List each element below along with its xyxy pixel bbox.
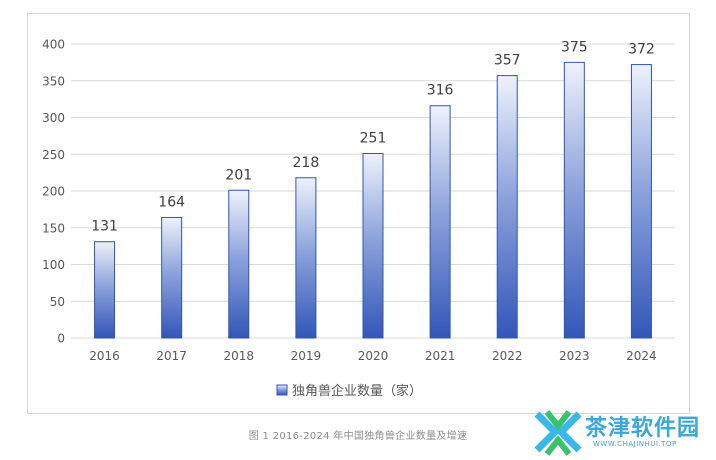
data-label-2020: 251: [360, 131, 387, 147]
y-tick-label-150: 150: [42, 221, 65, 235]
y-tick-label-200: 200: [42, 185, 65, 199]
legend-swatch: [276, 384, 288, 396]
watermark-url: WWW.CHAJINHUI.TOP: [593, 440, 677, 448]
data-labels: 131 164 201 218 251 316 357 375 372: [91, 39, 655, 234]
x-tick-label-2023: 2023: [559, 349, 590, 363]
bar-2024: [630, 64, 652, 339]
y-tick-label-400: 400: [42, 38, 65, 52]
figure-caption: 图 1 2016-2024 年中国独角兽企业数量及增速: [248, 431, 468, 442]
data-label-2016: 131: [91, 219, 118, 235]
y-tick-label-100: 100: [42, 258, 65, 272]
bar-2023: [563, 61, 585, 339]
y-axis-tick-labels: 0 50 100 150 200 250 300 350 400: [42, 38, 65, 346]
chart-frame: 0 50 100 150 200 250 300 350 400 131 164 201 218 251…: [27, 13, 690, 414]
bar-2017: [161, 216, 183, 339]
data-label-2024: 372: [628, 42, 655, 58]
bar-2022: [496, 75, 518, 339]
data-label-2019: 218: [293, 155, 320, 171]
y-tick-label-300: 300: [42, 111, 65, 125]
x-tick-label-2020: 2020: [358, 349, 389, 363]
data-label-2018: 201: [225, 167, 252, 183]
y-tick-label-250: 250: [42, 148, 65, 162]
data-label-2023: 375: [561, 39, 588, 55]
y-tick-label-50: 50: [50, 295, 65, 309]
x-tick-label-2019: 2019: [291, 349, 322, 363]
y-tick-label-350: 350: [42, 74, 65, 88]
legend: 独角兽企业数量（家）: [276, 383, 422, 399]
data-label-2021: 316: [427, 83, 454, 99]
data-label-2022: 357: [494, 53, 521, 69]
x-tick-label-2018: 2018: [224, 349, 255, 363]
x-tick-label-2022: 2022: [492, 349, 523, 363]
data-label-2017: 164: [158, 194, 185, 210]
bars: [94, 61, 652, 339]
watermark-logo-icon: [534, 410, 582, 456]
x-tick-label-2024: 2024: [626, 349, 657, 363]
x-tick-label-2021: 2021: [425, 349, 456, 363]
y-tick-label-0: 0: [57, 332, 65, 346]
bar-chart: 0 50 100 150 200 250 300 350 400 131 164 201 218 251…: [42, 38, 675, 399]
bar-2016: [94, 241, 116, 339]
watermark: 茶津软件园 WWW.CHAJINHUI.TOP: [533, 408, 713, 458]
bar-2021: [429, 105, 451, 339]
x-tick-label-2016: 2016: [89, 349, 120, 363]
legend-label: 独角兽企业数量（家）: [292, 383, 422, 399]
x-tick-label-2017: 2017: [156, 349, 187, 363]
x-axis-tick-labels: 2016 2017 2018 2019 2020 2021 2022 2023 2024: [89, 349, 656, 363]
bar-2019: [295, 177, 317, 339]
bar-2020: [362, 153, 384, 339]
watermark-name: 茶津软件园: [585, 415, 701, 441]
bar-2018: [228, 189, 250, 339]
